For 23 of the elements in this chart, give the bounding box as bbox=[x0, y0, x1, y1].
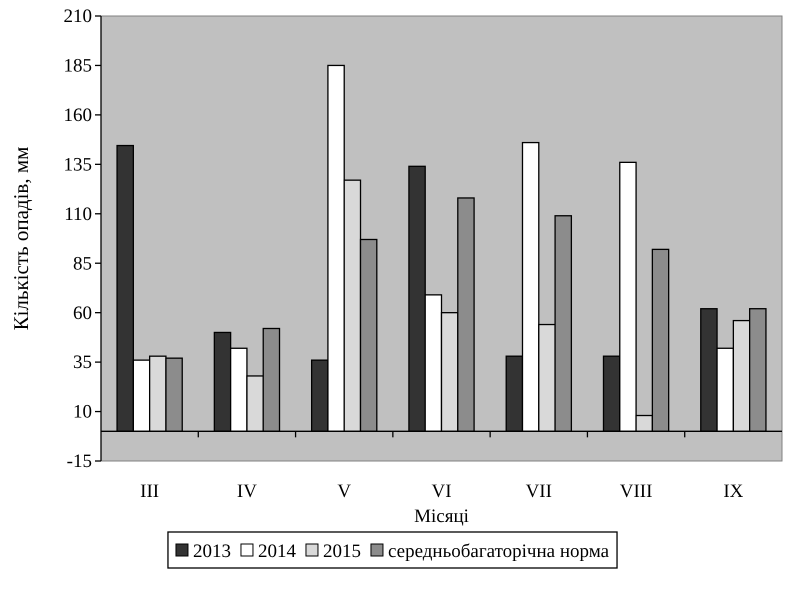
x-tick-label: III bbox=[140, 481, 160, 502]
legend-label: 2014 bbox=[258, 541, 296, 562]
legend-label: середньобагаторічна норма bbox=[388, 541, 610, 562]
y-tick-label: -15 bbox=[66, 451, 92, 472]
y-axis-title: Кількість опадів, мм bbox=[9, 146, 33, 330]
x-axis-title: Місяці bbox=[414, 506, 469, 527]
legend-label: 2015 bbox=[322, 541, 361, 562]
x-tick-label: IX bbox=[723, 481, 744, 502]
y-tick-label: 60 bbox=[73, 302, 92, 324]
y-tick-label: 85 bbox=[73, 253, 92, 274]
y-tick-label: 10 bbox=[73, 402, 92, 423]
x-tick-label: VI bbox=[431, 481, 452, 502]
x-tick-label: IV bbox=[236, 481, 258, 502]
y-tick-label: 110 bbox=[64, 204, 92, 225]
legend-label: 2013 bbox=[192, 541, 231, 562]
x-tick-label: VIII bbox=[620, 481, 652, 502]
y-tick-label: 160 bbox=[64, 104, 92, 126]
y-tick-label: 185 bbox=[64, 56, 92, 77]
y-tick-label: 210 bbox=[64, 6, 92, 28]
x-tick-label: V bbox=[337, 481, 352, 502]
x-tick-label: VII bbox=[526, 481, 552, 502]
y-tick-label: 135 bbox=[64, 154, 92, 176]
y-tick-label: 35 bbox=[73, 352, 92, 374]
